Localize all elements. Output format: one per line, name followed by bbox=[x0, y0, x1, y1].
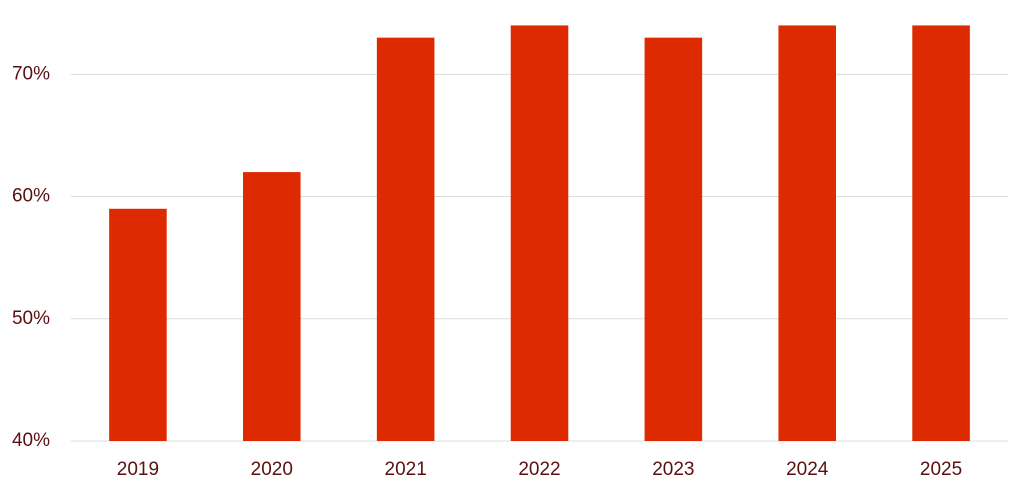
x-tick-label: 2024 bbox=[786, 459, 829, 480]
bar bbox=[644, 37, 703, 442]
y-tick-label: 60% bbox=[12, 186, 50, 207]
x-tick-label: 2022 bbox=[518, 459, 560, 480]
x-tick-label: 2025 bbox=[920, 459, 962, 480]
bar bbox=[376, 37, 435, 442]
bar bbox=[510, 25, 569, 441]
x-tick-label: 2023 bbox=[652, 459, 694, 480]
bar bbox=[778, 25, 836, 441]
y-tick-label: 70% bbox=[12, 63, 50, 84]
y-tick-label: 50% bbox=[12, 308, 50, 329]
y-tick-label: 40% bbox=[12, 430, 50, 451]
x-tick-label: 2019 bbox=[117, 459, 159, 480]
bar bbox=[243, 172, 301, 441]
bar bbox=[912, 25, 970, 441]
x-tick-label: 2020 bbox=[251, 459, 293, 480]
x-tick-label: 2021 bbox=[385, 459, 427, 480]
bar bbox=[109, 208, 167, 441]
